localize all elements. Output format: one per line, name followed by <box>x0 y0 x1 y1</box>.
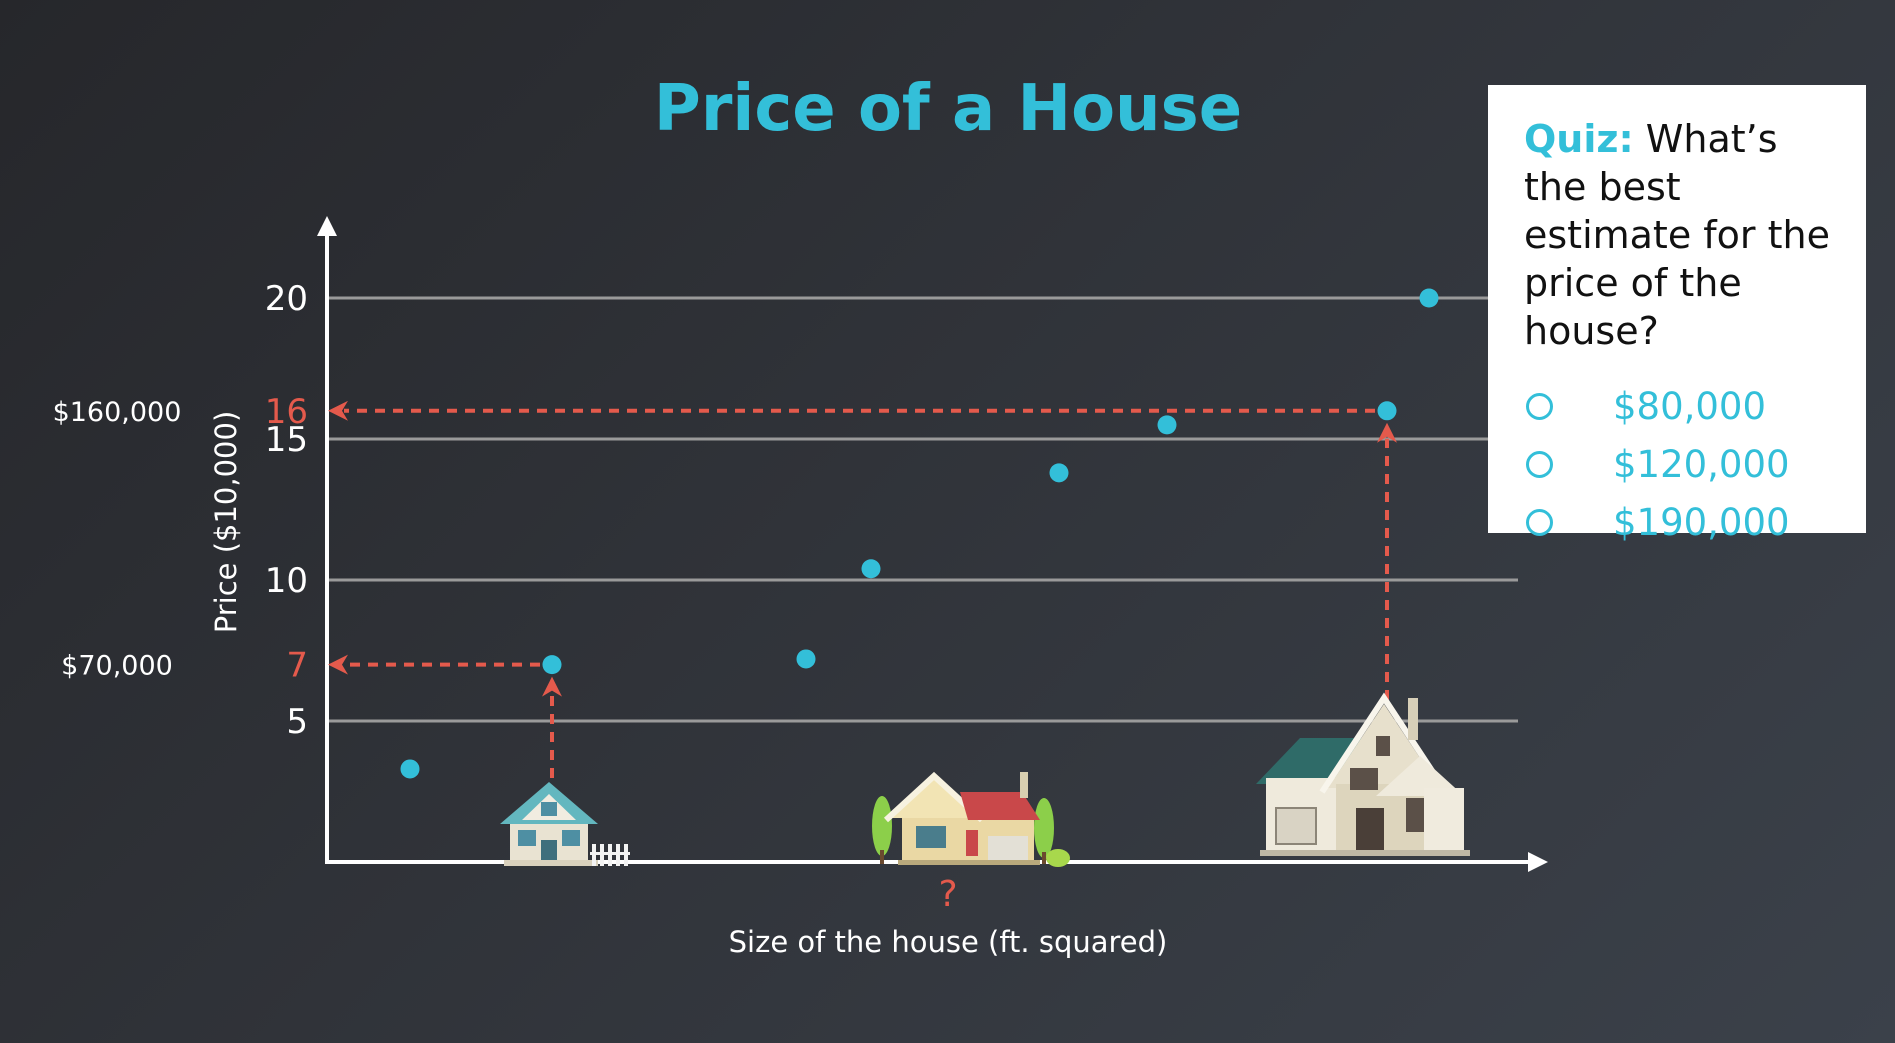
chart-title: Price of a House <box>654 72 1242 146</box>
medium-house-icon <box>872 771 1070 867</box>
y-tick-label: 5 <box>286 702 308 742</box>
y-tick-labels: 5 10 15 20 7 16 <box>265 279 308 742</box>
data-point <box>542 655 562 675</box>
y-tick-label: 10 <box>265 561 308 601</box>
price-annotation-label: $70,000 <box>61 651 173 682</box>
data-point <box>861 559 881 579</box>
data-point <box>400 759 420 779</box>
price-annotations: $160,000 $70,000 <box>53 397 182 682</box>
quiz-prefix: Quiz: <box>1524 117 1634 161</box>
quiz-option-3[interactable]: $190,000 <box>1524 493 1846 551</box>
gridlines <box>327 296 1518 723</box>
quiz-option-label: $120,000 <box>1613 442 1790 486</box>
quiz-option-label: $190,000 <box>1613 500 1790 544</box>
x-tick-label-unknown: ? <box>938 874 957 915</box>
x-axis-label: Size of the house (ft. squared) <box>729 925 1168 959</box>
quiz-option-1[interactable]: $80,000 <box>1524 377 1846 435</box>
data-point <box>1377 401 1397 421</box>
data-point <box>796 649 816 669</box>
quiz-options: $80,000 $120,000 $190,000 <box>1524 377 1846 551</box>
quiz-question-text: What’s the best estimate for the price o… <box>1524 117 1830 353</box>
y-axis-arrow <box>317 216 337 236</box>
data-point <box>1419 288 1439 308</box>
radio-icon[interactable] <box>1526 392 1553 420</box>
y-tick-label: 15 <box>265 420 308 460</box>
large-house-icon <box>1256 692 1470 856</box>
data-point <box>1157 415 1177 435</box>
radio-icon[interactable] <box>1526 508 1553 536</box>
y-tick-label-highlight: 7 <box>286 646 308 686</box>
x-axis-arrow <box>1528 852 1548 872</box>
radio-icon[interactable] <box>1526 450 1553 478</box>
quiz-question: Quiz: What’s the best estimate for the p… <box>1524 115 1846 355</box>
quiz-option-label: $80,000 <box>1613 384 1767 428</box>
small-house-icon <box>500 782 630 866</box>
data-points <box>400 288 1439 779</box>
y-tick-label-highlight: 16 <box>265 392 308 432</box>
data-point <box>1049 463 1069 483</box>
quiz-panel: Quiz: What’s the best estimate for the p… <box>1488 85 1866 544</box>
y-tick-label: 20 <box>265 279 308 319</box>
price-annotation-label: $160,000 <box>53 397 182 428</box>
y-axis-label: Price ($10,000) <box>209 411 243 634</box>
quiz-option-2[interactable]: $120,000 <box>1524 435 1846 493</box>
guide-arrows <box>328 400 1397 778</box>
